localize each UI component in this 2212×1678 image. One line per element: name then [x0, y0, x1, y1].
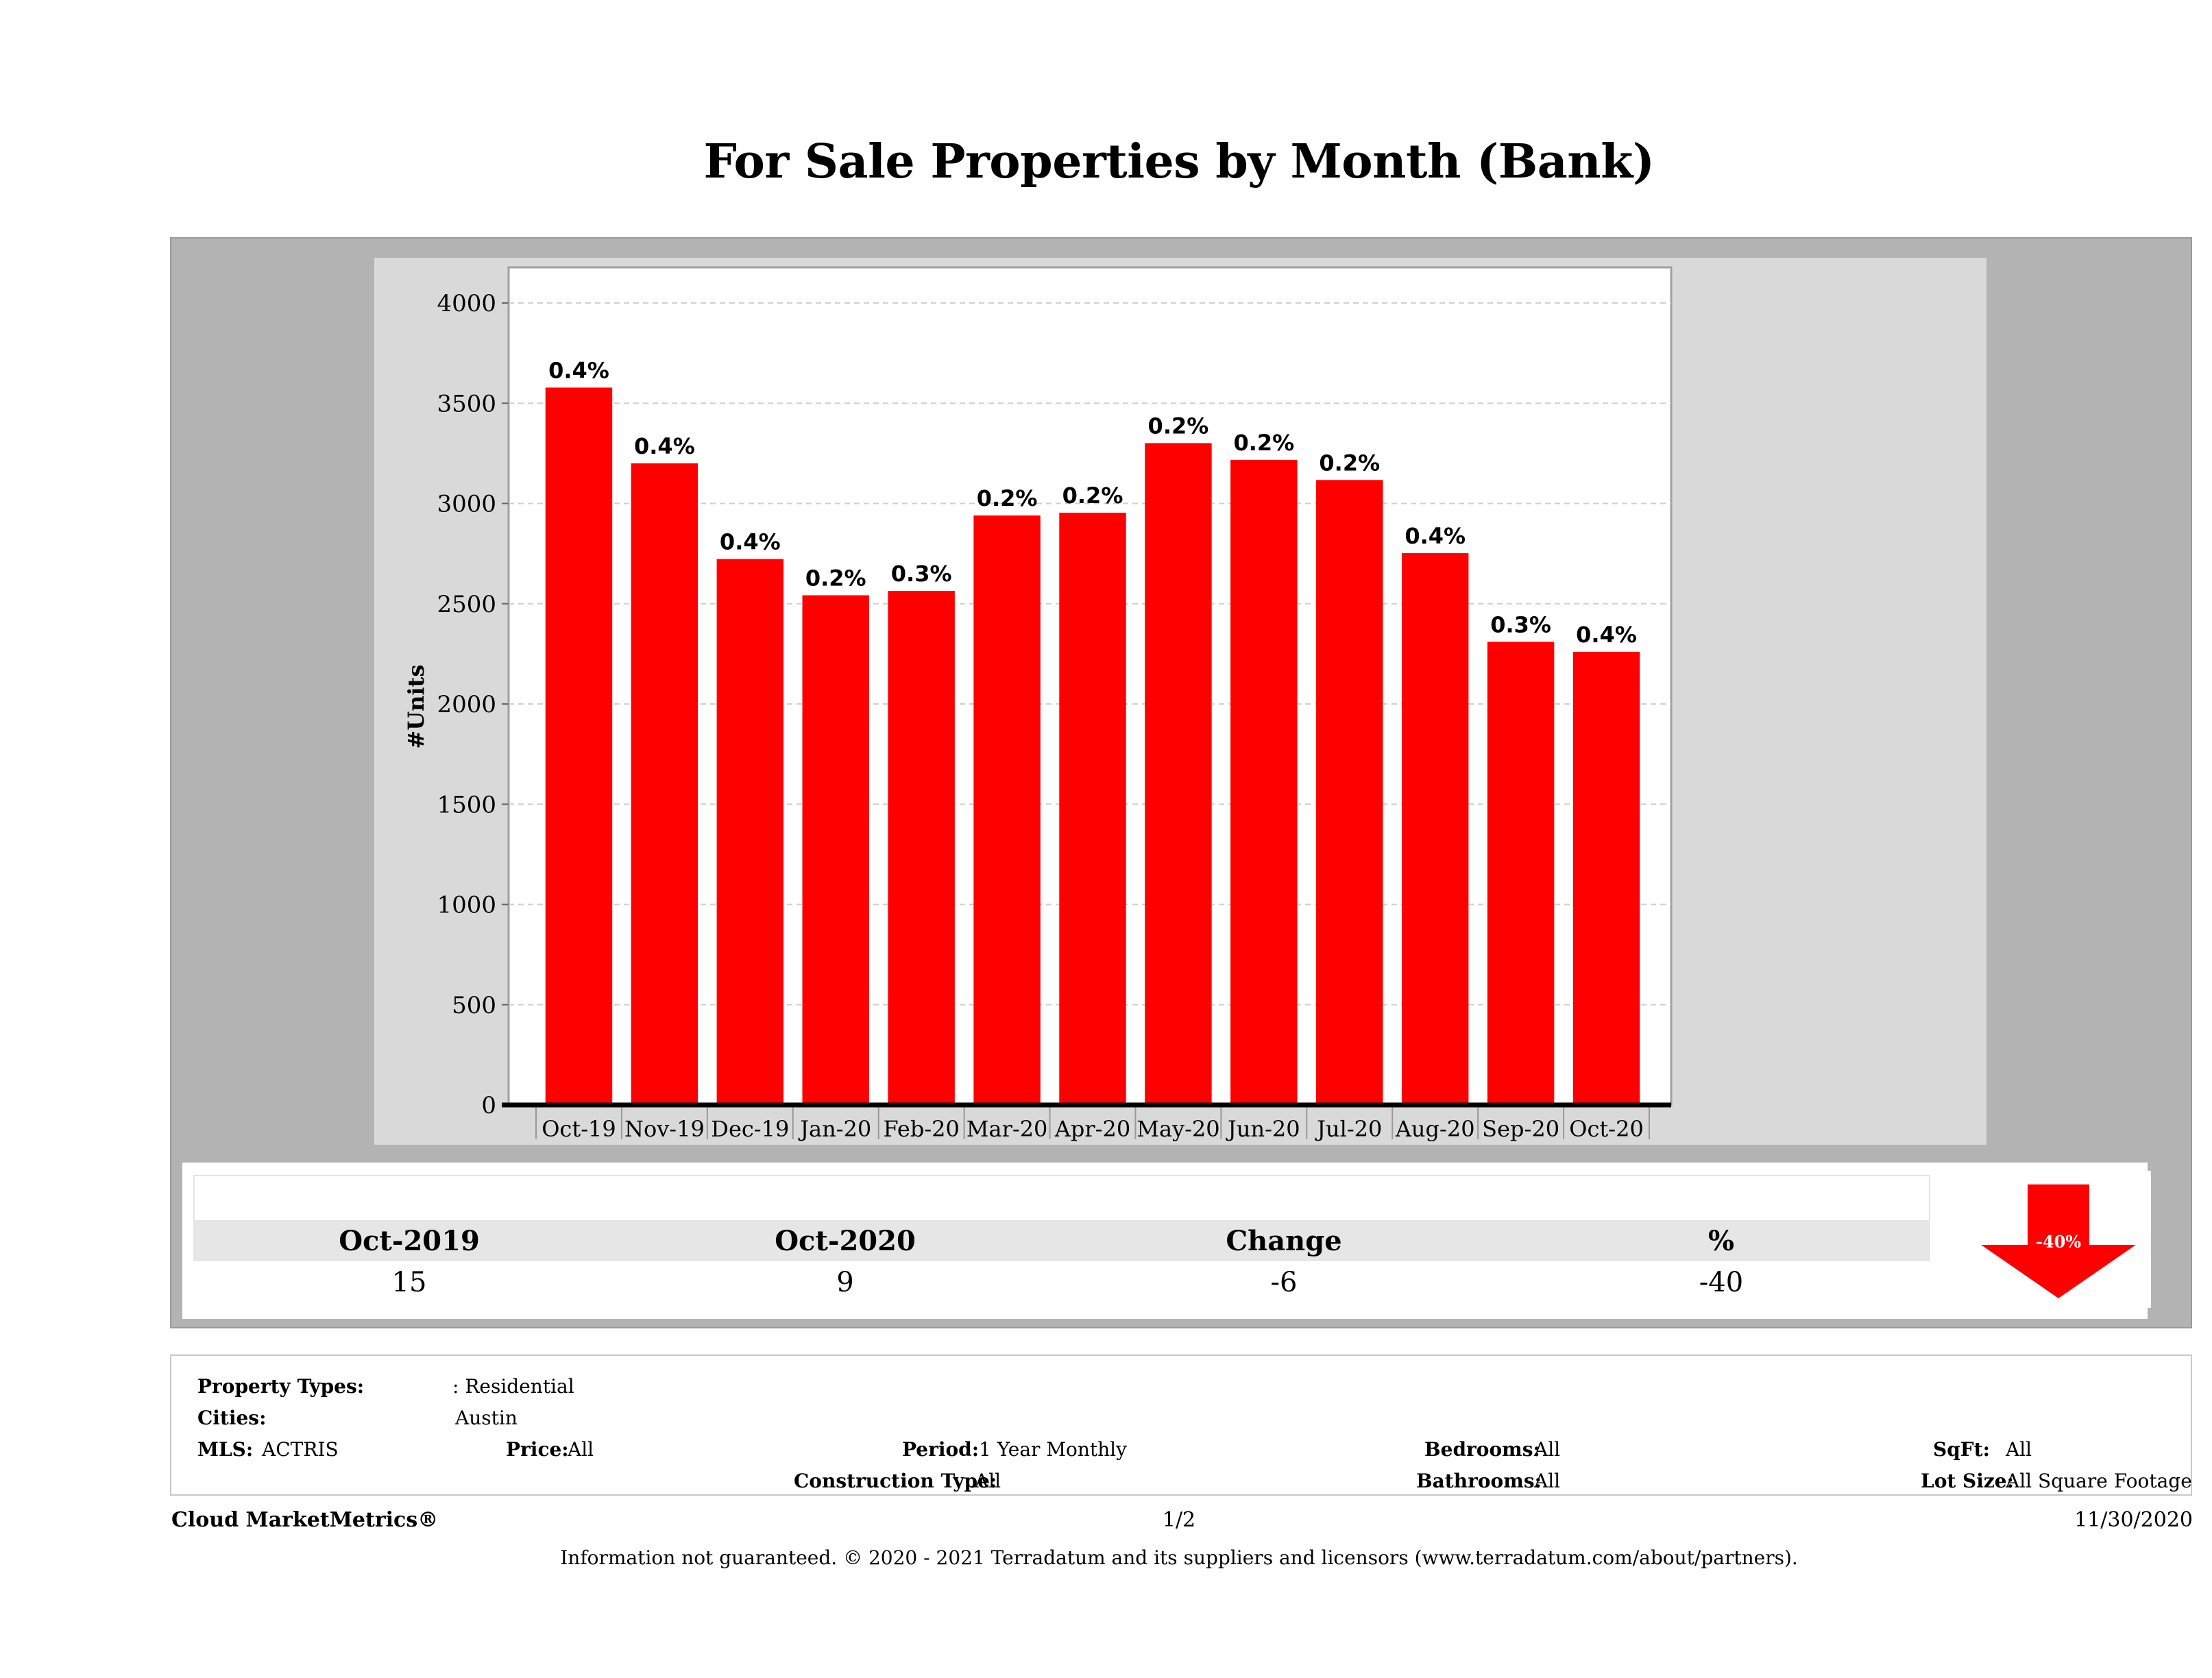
cities-label: Cities: — [197, 1407, 267, 1429]
data-label: 0.2% — [805, 565, 866, 591]
y-tick-label: 0 — [481, 1092, 496, 1119]
lot-size-value: All Square Footage — [2006, 1470, 2192, 1492]
bar — [1401, 553, 1469, 1105]
summary-value-row: 15 9 -6 -40 — [193, 1263, 1930, 1304]
summary-header-end: Oct-2020 — [775, 1225, 916, 1257]
x-tick-label: Apr-20 — [1054, 1116, 1130, 1142]
bar-chart: 0 500 1000 1500 2000 2500 3000 3500 4000 #Units 0.… — [403, 266, 1673, 1142]
data-label: 0.2% — [1148, 413, 1209, 439]
bar — [973, 515, 1041, 1105]
data-label: 0.4% — [548, 357, 609, 383]
summary-value-start: 15 — [391, 1267, 427, 1298]
y-tick-label: 2000 — [437, 691, 496, 718]
data-label: 0.4% — [1576, 622, 1637, 648]
summary-value-end: 9 — [836, 1267, 854, 1298]
bar — [888, 591, 955, 1105]
summary-value-percent: -40 — [1699, 1267, 1744, 1298]
filter-criteria: Property Types: : Residential Cities: Au… — [170, 1354, 2192, 1496]
footer-date: 11/30/2020 — [2074, 1508, 2193, 1532]
construction-type-label: Construction Type: — [794, 1470, 997, 1492]
x-tick-label: Dec-19 — [711, 1116, 789, 1142]
bar — [1145, 443, 1212, 1105]
data-label: 0.4% — [720, 529, 781, 555]
y-tick-label: 2500 — [437, 591, 496, 618]
y-tick-label: 1000 — [437, 892, 496, 919]
bathrooms-label: Bathrooms: — [1416, 1470, 1542, 1492]
x-tick-label: Aug-20 — [1395, 1116, 1475, 1142]
property-types-label: Property Types: — [197, 1375, 365, 1398]
data-label: 0.3% — [1490, 611, 1551, 637]
footer-page-number: 1/2 — [1162, 1508, 1196, 1532]
cities-value: Austin — [455, 1407, 518, 1429]
bar — [631, 463, 698, 1105]
summary-header-start: Oct-2019 — [339, 1225, 480, 1257]
y-tick-label: 3000 — [437, 491, 496, 518]
x-tick-label: May-20 — [1137, 1116, 1219, 1142]
change-badge: -40% — [1966, 1171, 2151, 1308]
data-label: 0.2% — [1062, 483, 1123, 509]
bar — [545, 387, 613, 1105]
page-title: For Sale Properties by Month (Bank) — [703, 134, 1655, 189]
mls-label: MLS: — [197, 1438, 254, 1461]
y-tick-label: 3500 — [437, 390, 496, 417]
bar — [1230, 460, 1298, 1105]
bar — [1487, 642, 1555, 1105]
summary-table: Oct-2019 Oct-2020 Change % 15 9 -6 -40 — [182, 1163, 2148, 1319]
construction-type-value: All — [975, 1470, 1001, 1492]
bathrooms-value: All — [1534, 1470, 1561, 1492]
x-tick-label: Feb-20 — [883, 1116, 959, 1142]
bar — [802, 595, 869, 1105]
mls-value: ACTRIS — [262, 1438, 339, 1461]
price-value: All — [568, 1438, 594, 1461]
property-types-value: : Residential — [452, 1375, 574, 1398]
bar — [1059, 512, 1126, 1105]
footer-brand: Cloud MarketMetrics® — [171, 1508, 439, 1532]
period-label: Period: — [902, 1438, 980, 1461]
x-tick-label: Sep-20 — [1482, 1116, 1559, 1142]
period-value: 1 Year Monthly — [979, 1438, 1127, 1461]
lot-size-label: Lot Size: — [1921, 1470, 2014, 1492]
x-tick-label: Jun-20 — [1226, 1116, 1300, 1142]
x-tick-label: Jan-20 — [798, 1116, 871, 1142]
x-tick-label: Jul-20 — [1315, 1116, 1382, 1142]
bedrooms-value: All — [1534, 1438, 1561, 1461]
y-axis-label: #Units — [403, 665, 429, 749]
footer-disclaimer: Information not guaranteed. © 2020 - 202… — [560, 1546, 1798, 1569]
x-tick-label: Nov-19 — [624, 1116, 705, 1142]
sqft-label: SqFt: — [1933, 1438, 1990, 1461]
y-tick-label: 500 — [452, 992, 496, 1019]
x-tick-label: Oct-19 — [542, 1116, 616, 1142]
summary-header-row: Oct-2019 Oct-2020 Change % — [193, 1221, 1930, 1261]
summary-value-change: -6 — [1270, 1267, 1298, 1298]
data-label: 0.3% — [891, 561, 952, 587]
summary-blank-row — [193, 1175, 1930, 1221]
data-label: 0.2% — [977, 485, 1038, 511]
bedrooms-label: Bedrooms: — [1424, 1438, 1540, 1461]
x-tick-label: Mar-20 — [967, 1116, 1048, 1142]
bar — [1316, 480, 1383, 1105]
summary-header-percent: % — [1707, 1225, 1734, 1257]
data-label: 0.4% — [634, 433, 695, 459]
summary-header-change: Change — [1226, 1225, 1342, 1257]
bar — [1572, 651, 1640, 1105]
data-label: 0.2% — [1233, 430, 1294, 456]
sqft-value: All — [2006, 1438, 2032, 1461]
x-tick-label: Oct-20 — [1569, 1116, 1644, 1142]
y-tick-label: 4000 — [437, 290, 496, 317]
down-arrow-icon — [1981, 1184, 2136, 1298]
data-label: 0.2% — [1319, 450, 1380, 476]
badge-label: -40% — [2036, 1232, 2081, 1252]
y-tick-label: 1500 — [437, 791, 496, 818]
price-label: Price: — [506, 1438, 569, 1461]
bar — [716, 559, 784, 1105]
data-label: 0.4% — [1405, 523, 1466, 549]
